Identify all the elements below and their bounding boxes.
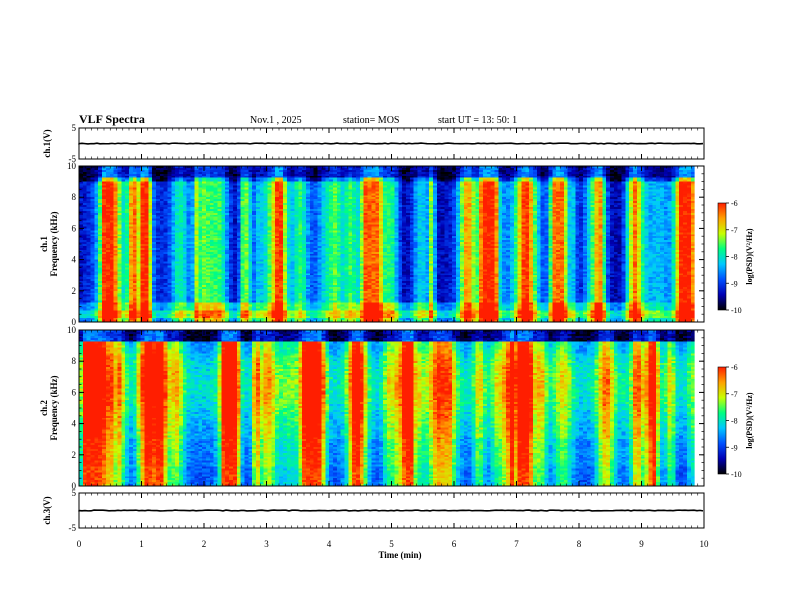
- panel-4-ylabel: ch.3(V): [42, 496, 52, 524]
- x-tick-label: 5: [389, 539, 394, 549]
- panel-2-colorbar: [717, 202, 727, 311]
- panel-2-ylabel: ch.1: [39, 236, 49, 252]
- station-label: station= MOS: [343, 115, 399, 126]
- colorbar-tick-label: -6: [731, 363, 738, 372]
- panel-2-ytick-label: 8: [72, 192, 77, 202]
- colorbar-tick-label: -10: [731, 306, 742, 315]
- colorbar-tick-label: -7: [731, 390, 738, 399]
- panel-1-ytick-label: 5: [72, 123, 77, 133]
- date-label: Nov.1 , 2025: [250, 115, 302, 126]
- panel-3-ytick-label: 0: [72, 481, 77, 491]
- panel-1-ytick-label: -5: [69, 154, 77, 164]
- panel-1-waveform-line: [78, 142, 704, 145]
- panel-3-colorbar: [717, 366, 727, 475]
- x-tick-label: 8: [577, 539, 582, 549]
- panel-3-ytick-label: 4: [72, 419, 77, 429]
- panel-3-ylabel: ch.2: [39, 400, 49, 416]
- x-tick-label: 3: [264, 539, 269, 549]
- panel-3-ytick-label: 10: [67, 325, 77, 335]
- panel-1-ylabel: ch.1(V): [42, 129, 52, 157]
- x-tick-label: 6: [452, 539, 457, 549]
- colorbar-tick-label: -6: [731, 199, 738, 208]
- x-tick-label: 1: [139, 539, 144, 549]
- colorbar-tick-label: -8: [731, 253, 738, 262]
- x-tick-label: 4: [327, 539, 332, 549]
- colorbar-tick-label: -9: [731, 443, 738, 452]
- panel-3-colorbar-label: log(PSD)(V²/Hz): [745, 392, 754, 449]
- x-axis: 0 1 2 3 4 5 6 7 8 9 10: [77, 539, 709, 549]
- x-tick-label: 9: [639, 539, 644, 549]
- panel-2-ylabel: Frequency (kHz): [49, 211, 59, 276]
- panel-2-ytick-label: 6: [72, 223, 77, 233]
- panel-4-ytick-label: 5: [72, 488, 77, 498]
- colorbar-tick-label: -7: [731, 226, 738, 235]
- ch2-spectrogram-image: [79, 330, 695, 486]
- x-tick-label: 0: [77, 539, 82, 549]
- figure-title: VLF Spectra: [79, 112, 145, 126]
- panel-4-waveform-line: [78, 509, 704, 512]
- colorbar-tick-label: -8: [731, 417, 738, 426]
- panel-3-ytick-label: 2: [72, 450, 77, 460]
- panel-3-ylabel: Frequency (kHz): [49, 375, 59, 440]
- panel-2-ytick-label: 0: [72, 317, 77, 327]
- ch1-spectrogram-image: [79, 166, 695, 322]
- x-axis-label: Time (min): [378, 550, 421, 560]
- x-tick-label: 2: [202, 539, 207, 549]
- panel-3-ytick-label: 6: [72, 387, 77, 397]
- x-tick-label: 7: [514, 539, 519, 549]
- start-ut-label: start UT = 13: 50: 1: [438, 115, 517, 126]
- colorbar-tick-label: -9: [731, 279, 738, 288]
- panel-2-ytick-label: 2: [72, 286, 77, 296]
- panel-3-ytick-label: 8: [72, 356, 77, 366]
- panel-2-ytick-label: 10: [67, 161, 77, 171]
- colorbar-tick-label: -10: [731, 470, 742, 479]
- panel-4-ytick-label: -5: [69, 523, 77, 533]
- x-tick-label: 10: [700, 539, 710, 549]
- panel-2-ytick-label: 4: [72, 255, 77, 265]
- panel-2-colorbar-label: log(PSD)(V²/Hz): [745, 228, 754, 285]
